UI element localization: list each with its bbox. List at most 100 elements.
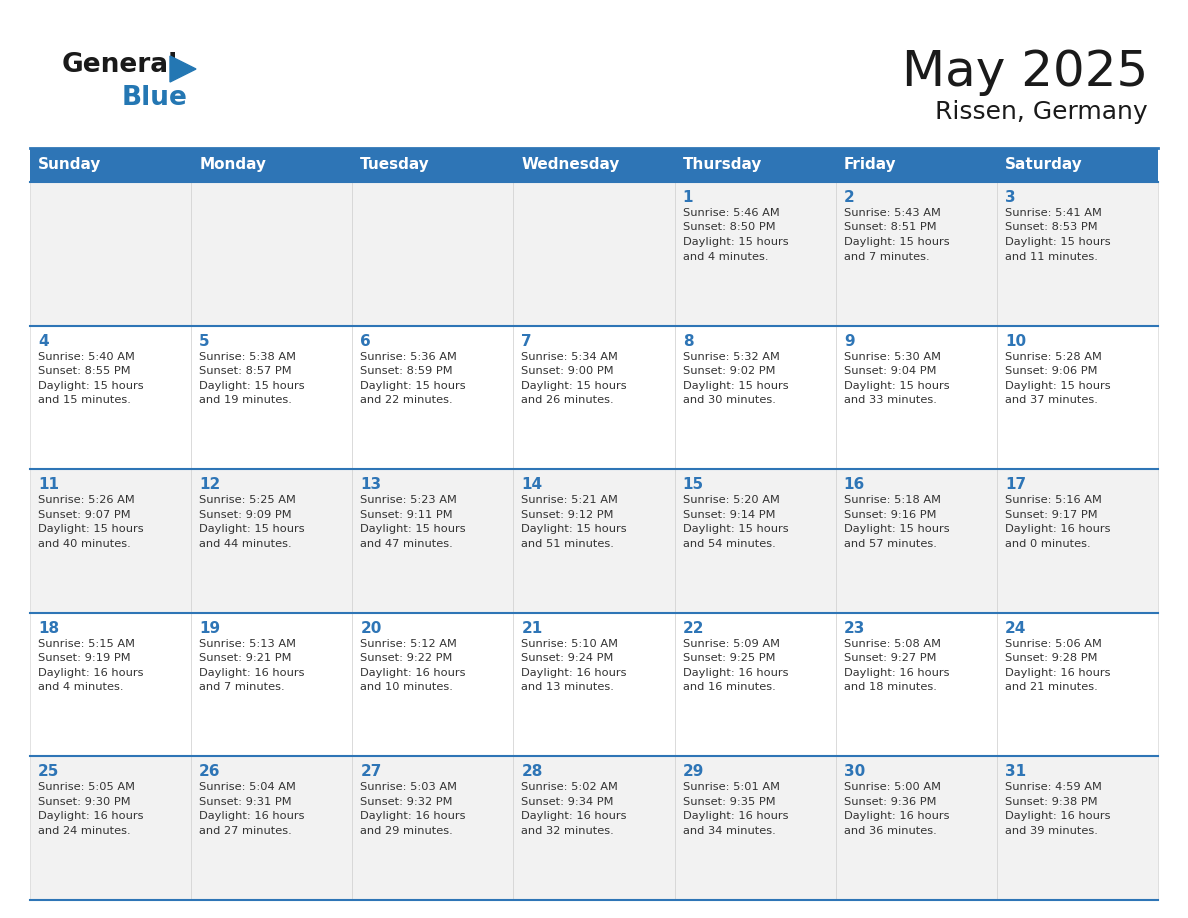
Bar <box>997 326 1158 469</box>
Text: Daylight: 16 hours: Daylight: 16 hours <box>522 812 627 822</box>
Text: Daylight: 15 hours: Daylight: 15 hours <box>200 381 305 390</box>
Text: Sunset: 9:38 PM: Sunset: 9:38 PM <box>1005 797 1098 807</box>
Text: 30: 30 <box>843 765 865 779</box>
Bar <box>513 182 675 326</box>
Bar <box>835 756 997 900</box>
Text: Sunset: 9:34 PM: Sunset: 9:34 PM <box>522 797 614 807</box>
Text: Sunset: 8:50 PM: Sunset: 8:50 PM <box>683 222 776 232</box>
Bar <box>675 613 835 756</box>
Bar <box>191 326 353 469</box>
Text: Sunrise: 5:05 AM: Sunrise: 5:05 AM <box>38 782 135 792</box>
Bar <box>353 756 513 900</box>
Text: Daylight: 15 hours: Daylight: 15 hours <box>1005 237 1111 247</box>
Bar <box>30 756 191 900</box>
Bar <box>835 613 997 756</box>
Bar <box>353 326 513 469</box>
Text: and 27 minutes.: and 27 minutes. <box>200 826 292 836</box>
Text: 22: 22 <box>683 621 704 636</box>
Text: Sunrise: 5:00 AM: Sunrise: 5:00 AM <box>843 782 941 792</box>
Text: 5: 5 <box>200 333 210 349</box>
Bar <box>30 326 191 469</box>
Text: Sunset: 9:07 PM: Sunset: 9:07 PM <box>38 509 131 520</box>
Text: Sunrise: 5:02 AM: Sunrise: 5:02 AM <box>522 782 619 792</box>
Text: and 37 minutes.: and 37 minutes. <box>1005 395 1098 405</box>
Text: and 7 minutes.: and 7 minutes. <box>200 682 285 692</box>
Text: 17: 17 <box>1005 477 1026 492</box>
Text: Sunset: 8:51 PM: Sunset: 8:51 PM <box>843 222 936 232</box>
Text: Daylight: 15 hours: Daylight: 15 hours <box>38 381 144 390</box>
Text: and 33 minutes.: and 33 minutes. <box>843 395 936 405</box>
Text: and 39 minutes.: and 39 minutes. <box>1005 826 1098 836</box>
Text: Sunrise: 5:23 AM: Sunrise: 5:23 AM <box>360 495 457 505</box>
Text: Daylight: 16 hours: Daylight: 16 hours <box>38 667 144 677</box>
Text: Sunset: 9:04 PM: Sunset: 9:04 PM <box>843 366 936 376</box>
Text: and 19 minutes.: and 19 minutes. <box>200 395 292 405</box>
Text: Sunrise: 5:28 AM: Sunrise: 5:28 AM <box>1005 352 1101 362</box>
Text: Saturday: Saturday <box>1005 158 1082 173</box>
Text: Daylight: 15 hours: Daylight: 15 hours <box>1005 381 1111 390</box>
Text: Sunrise: 5:26 AM: Sunrise: 5:26 AM <box>38 495 134 505</box>
Text: and 47 minutes.: and 47 minutes. <box>360 539 453 549</box>
Bar <box>353 148 513 182</box>
Bar <box>997 148 1158 182</box>
Text: Sunrise: 5:18 AM: Sunrise: 5:18 AM <box>843 495 941 505</box>
Text: May 2025: May 2025 <box>902 48 1148 96</box>
Text: Sunrise: 5:10 AM: Sunrise: 5:10 AM <box>522 639 619 649</box>
Text: Sunrise: 5:38 AM: Sunrise: 5:38 AM <box>200 352 296 362</box>
Text: Sunset: 8:55 PM: Sunset: 8:55 PM <box>38 366 131 376</box>
Text: 12: 12 <box>200 477 221 492</box>
Text: Sunrise: 5:09 AM: Sunrise: 5:09 AM <box>683 639 779 649</box>
Text: 6: 6 <box>360 333 371 349</box>
Text: 26: 26 <box>200 765 221 779</box>
Text: Sunrise: 5:08 AM: Sunrise: 5:08 AM <box>843 639 941 649</box>
Text: 29: 29 <box>683 765 704 779</box>
Text: and 7 minutes.: and 7 minutes. <box>843 252 929 262</box>
Bar <box>30 148 191 182</box>
Text: Sunset: 9:16 PM: Sunset: 9:16 PM <box>843 509 936 520</box>
Text: Sunset: 8:59 PM: Sunset: 8:59 PM <box>360 366 453 376</box>
Bar <box>675 182 835 326</box>
Text: and 24 minutes.: and 24 minutes. <box>38 826 131 836</box>
Text: Daylight: 16 hours: Daylight: 16 hours <box>1005 524 1111 534</box>
Text: Daylight: 15 hours: Daylight: 15 hours <box>200 524 305 534</box>
Text: 31: 31 <box>1005 765 1026 779</box>
Bar <box>997 182 1158 326</box>
Text: Sunrise: 5:03 AM: Sunrise: 5:03 AM <box>360 782 457 792</box>
Bar <box>513 148 675 182</box>
Text: Sunset: 9:09 PM: Sunset: 9:09 PM <box>200 509 292 520</box>
Bar <box>997 756 1158 900</box>
Text: Daylight: 16 hours: Daylight: 16 hours <box>683 812 788 822</box>
Text: Sunrise: 5:34 AM: Sunrise: 5:34 AM <box>522 352 619 362</box>
Text: Sunset: 9:36 PM: Sunset: 9:36 PM <box>843 797 936 807</box>
Text: and 54 minutes.: and 54 minutes. <box>683 539 776 549</box>
Text: Daylight: 15 hours: Daylight: 15 hours <box>522 381 627 390</box>
Text: Sunset: 9:02 PM: Sunset: 9:02 PM <box>683 366 775 376</box>
Text: Daylight: 16 hours: Daylight: 16 hours <box>683 667 788 677</box>
Text: Daylight: 16 hours: Daylight: 16 hours <box>843 667 949 677</box>
Text: and 18 minutes.: and 18 minutes. <box>843 682 936 692</box>
Text: Sunday: Sunday <box>38 158 101 173</box>
Bar <box>191 613 353 756</box>
Text: 9: 9 <box>843 333 854 349</box>
Bar <box>997 613 1158 756</box>
Text: 20: 20 <box>360 621 381 636</box>
Text: 2: 2 <box>843 190 854 205</box>
Text: Sunset: 9:21 PM: Sunset: 9:21 PM <box>200 654 292 664</box>
Text: 28: 28 <box>522 765 543 779</box>
Text: Sunrise: 5:15 AM: Sunrise: 5:15 AM <box>38 639 135 649</box>
Text: and 11 minutes.: and 11 minutes. <box>1005 252 1098 262</box>
Bar <box>675 148 835 182</box>
Text: and 21 minutes.: and 21 minutes. <box>1005 682 1098 692</box>
Text: 15: 15 <box>683 477 703 492</box>
Text: Daylight: 16 hours: Daylight: 16 hours <box>200 812 304 822</box>
Text: and 32 minutes.: and 32 minutes. <box>522 826 614 836</box>
Text: Sunset: 9:24 PM: Sunset: 9:24 PM <box>522 654 614 664</box>
Text: Sunrise: 5:30 AM: Sunrise: 5:30 AM <box>843 352 941 362</box>
Text: Sunrise: 5:04 AM: Sunrise: 5:04 AM <box>200 782 296 792</box>
Text: and 30 minutes.: and 30 minutes. <box>683 395 776 405</box>
Text: 7: 7 <box>522 333 532 349</box>
Text: Daylight: 15 hours: Daylight: 15 hours <box>360 381 466 390</box>
Text: and 16 minutes.: and 16 minutes. <box>683 682 776 692</box>
Bar <box>675 469 835 613</box>
Text: and 40 minutes.: and 40 minutes. <box>38 539 131 549</box>
